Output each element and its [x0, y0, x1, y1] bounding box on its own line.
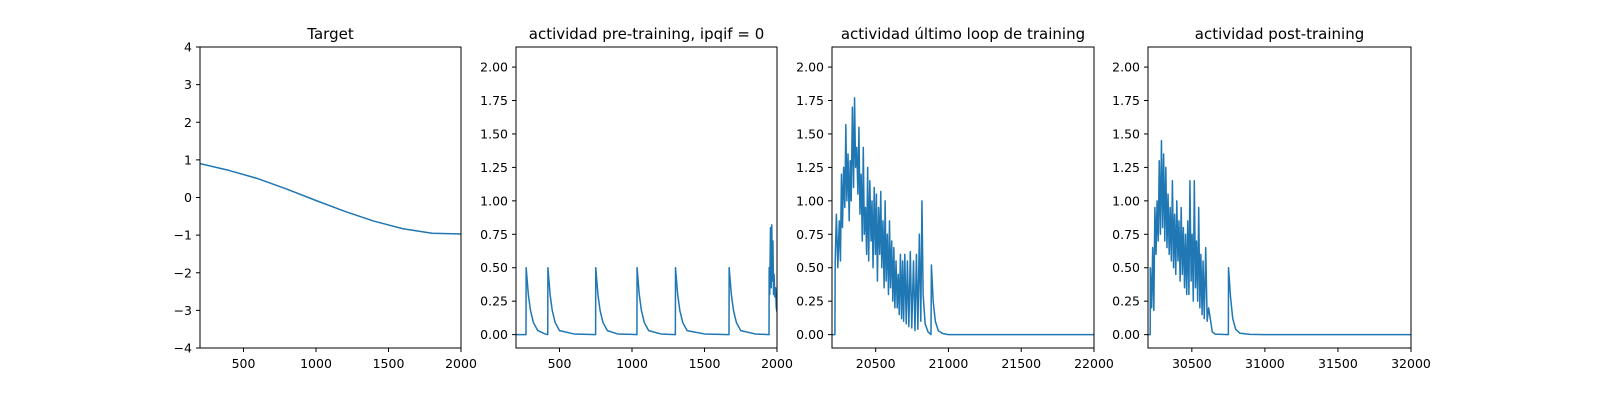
y-tick-label: 0.00	[796, 327, 824, 342]
y-tick-label: 1.25	[1112, 160, 1140, 175]
y-tick-label: 1	[184, 152, 192, 167]
x-tick-label: 32000	[1391, 356, 1431, 371]
y-tick-label: −2	[174, 265, 192, 280]
y-tick-label: 0.75	[480, 227, 508, 242]
chart-title: actividad pre-training, ipqif = 0	[529, 25, 765, 43]
x-tick-label: 1000	[300, 356, 332, 371]
chart-title: actividad post-training	[1195, 25, 1364, 43]
series-line-1	[200, 162, 461, 235]
x-tick-label: 1500	[689, 356, 721, 371]
x-tick-label: 20500	[856, 356, 896, 371]
x-tick-label: 500	[548, 356, 572, 371]
y-tick-label: 0.50	[480, 260, 508, 275]
axes-frame	[1147, 46, 1412, 349]
y-tick-label: −3	[174, 303, 192, 318]
x-tick-label: 1500	[373, 356, 405, 371]
x-tick-label: 21500	[1001, 356, 1041, 371]
axes-frame	[199, 46, 462, 349]
y-tick-label: 0.25	[480, 294, 508, 309]
y-tick-label: 1.25	[480, 160, 508, 175]
y-tick-label: 1.75	[1112, 93, 1140, 108]
panel-1: 500 1000 1500 2000 4 3 2 1 0 −1 −2 −3 −4 Target	[174, 25, 477, 371]
x-tick-label: 1000	[616, 356, 648, 371]
x-tick-label: 22000	[1074, 356, 1114, 371]
y-tick-label: 1.00	[796, 193, 824, 208]
x-tick-label: 2000	[445, 356, 477, 371]
y-tick-label: 1.00	[480, 193, 508, 208]
panel-4: 30500 31000 31500 32000 0.00 0.25 0.50 0.75 1.00…	[1112, 25, 1431, 371]
series-line-1	[832, 97, 1094, 336]
y-tick-label: 4	[184, 40, 192, 55]
axes-frame	[515, 46, 778, 349]
y-tick-label: 0.50	[1112, 260, 1140, 275]
y-tick-label: 2.00	[1112, 60, 1140, 75]
y-tick-label: 0.25	[1112, 294, 1140, 309]
x-tick-label: 500	[232, 356, 256, 371]
y-tick-label: 1.50	[796, 126, 824, 141]
panel-2: 500 1000 1500 2000 0.00 0.25 0.50 0.75 1.00 1.25 1…	[480, 25, 793, 371]
y-tick-label: 1.25	[796, 160, 824, 175]
y-tick-label: 2	[184, 115, 192, 130]
y-tick-label: 0.00	[480, 327, 508, 342]
y-tick-label: 1.75	[796, 93, 824, 108]
y-tick-label: 2.00	[480, 60, 508, 75]
y-tick-label: 1.75	[480, 93, 508, 108]
chart-title: Target	[306, 25, 354, 43]
y-tick-label: 1.00	[1112, 193, 1140, 208]
x-tick-label: 2000	[761, 356, 793, 371]
panel-3: 20500 21000 21500 22000 0.00 0.25 0.50 0.75 1.00…	[796, 25, 1114, 371]
x-tick-label: 21000	[929, 356, 969, 371]
x-tick-label: 31000	[1245, 356, 1285, 371]
y-tick-label: 3	[184, 77, 192, 92]
y-tick-label: 2.00	[796, 60, 824, 75]
series-line-1	[1148, 139, 1411, 336]
y-tick-label: 1.50	[1112, 126, 1140, 141]
x-tick-label: 30500	[1172, 356, 1212, 371]
y-tick-label: 0.75	[1112, 227, 1140, 242]
axes-frame	[831, 46, 1095, 349]
y-tick-label: 0	[184, 190, 192, 205]
y-tick-label: 0.75	[796, 227, 824, 242]
y-tick-label: 0.50	[796, 260, 824, 275]
y-tick-label: 0.00	[1112, 327, 1140, 342]
chart-title: actividad último loop de training	[841, 25, 1085, 43]
y-tick-label: 0.25	[796, 294, 824, 309]
y-tick-label: 1.50	[480, 126, 508, 141]
y-tick-label: −1	[174, 228, 192, 243]
x-tick-label: 31500	[1318, 356, 1358, 371]
y-tick-label: −4	[174, 341, 192, 356]
series-line-1	[516, 224, 777, 336]
